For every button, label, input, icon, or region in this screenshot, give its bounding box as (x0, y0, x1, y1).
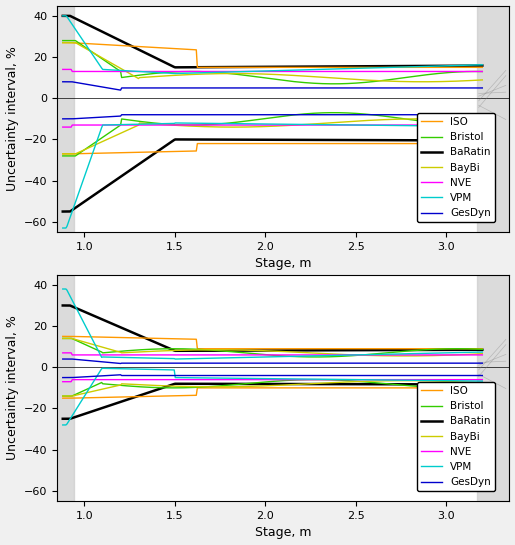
Legend: ISO, Bristol, BaRatin, BayBi, NVE, VPM, GesDyn: ISO, Bristol, BaRatin, BayBi, NVE, VPM, … (417, 382, 495, 492)
Y-axis label: Uncertainty interval, %: Uncertainty interval, % (6, 316, 19, 461)
Bar (477, 275, 509, 501)
Bar (57, 5, 74, 232)
Bar (57, 275, 74, 501)
Y-axis label: Uncertainty interval, %: Uncertainty interval, % (6, 46, 19, 191)
X-axis label: Stage, m: Stage, m (255, 257, 312, 270)
X-axis label: Stage, m: Stage, m (255, 526, 312, 540)
Bar (477, 5, 509, 232)
Legend: ISO, Bristol, BaRatin, BayBi, NVE, VPM, GesDyn: ISO, Bristol, BaRatin, BayBi, NVE, VPM, … (417, 113, 495, 222)
